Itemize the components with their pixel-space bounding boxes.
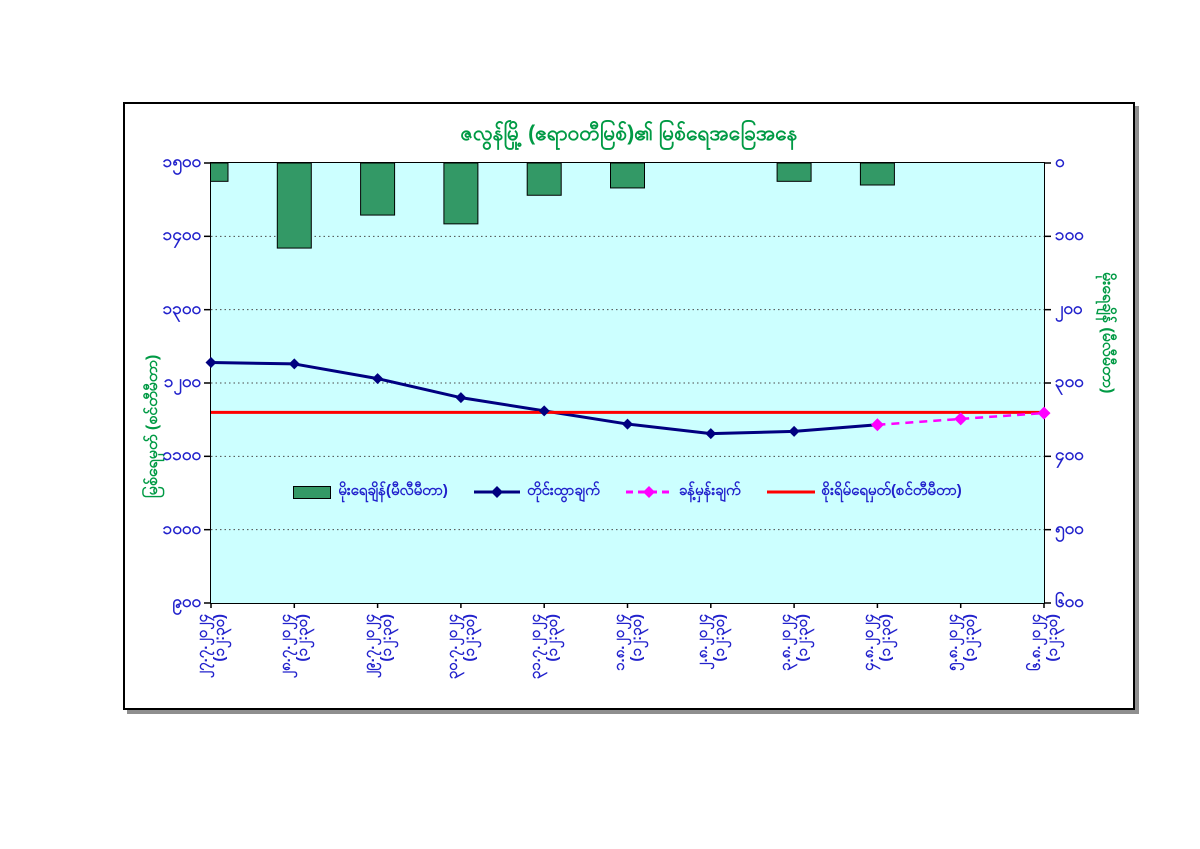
x-tick-label-text: ၁.၈.၂၀၂၄ (၁၂:၃၀) bbox=[610, 614, 645, 671]
plot-area: မိုးရေချိန်(မီလီမီတာ) တိုင်းထွာချက် ခန့်… bbox=[204, 162, 1051, 608]
legend-label-rainfall: မိုးရေချိန်(မီလီမီတာ) bbox=[338, 482, 448, 499]
y-left-tick-label: ၁၂၀၀ bbox=[163, 372, 201, 391]
rain-bars bbox=[211, 163, 895, 249]
legend-marker-forecast bbox=[642, 486, 655, 498]
legend-label-forecast: ခန့်မှန်းချက် bbox=[678, 482, 741, 499]
y-right-tick-label: ၂၀၀ bbox=[1055, 298, 1083, 318]
legend: မိုးရေချိန်(မီလီမီတာ) တိုင်းထွာချက် ခန့်… bbox=[211, 481, 1044, 503]
rain-bar bbox=[776, 163, 812, 182]
chart-frame: ဇလွန်မြို့ (ဧရာဝတီမြစ်)၏ မြစ်ရေအခြေအနေ မ… bbox=[123, 102, 1135, 710]
rain-bar bbox=[610, 163, 645, 189]
x-tick-label-text: ၂.၈.၂၀၂၄ (၁၂:၃၀) bbox=[693, 614, 728, 670]
rain-bar bbox=[526, 163, 562, 196]
observed-marker bbox=[538, 405, 550, 417]
x-tick-label-text: ၅.၈.၂၀၂၄ (၁၂:၃၀) bbox=[943, 614, 978, 671]
chart-title: ဇလွန်မြို့ (ဧရာဝတီမြစ်)၏ မြစ်ရေအခြေအနေ bbox=[460, 122, 798, 145]
forecast-marker bbox=[954, 412, 968, 426]
observed-marker bbox=[455, 392, 467, 404]
legend-item-rainfall: မိုးရေချိန်(မီလီမီတာ) bbox=[293, 481, 448, 503]
rain-bar bbox=[443, 163, 479, 225]
legend-item-forecast: ခန့်မှန်းချက် bbox=[625, 481, 741, 503]
rain-bar-swatch-icon bbox=[293, 485, 332, 499]
forecast-marker bbox=[870, 418, 884, 432]
y-right-tick-label: ၅၀၀ bbox=[1055, 518, 1084, 538]
y-left-tick-label: ၁၅၀၀ bbox=[162, 152, 201, 171]
legend-label-danger: စိုးရိမ်ရေမှတ်(စင်တီမီတာ) bbox=[821, 482, 962, 499]
x-tick-label-text: ၆.၈.၂၀၂၄ (၁၂:၃၀) bbox=[1027, 614, 1061, 671]
y-left-tick-label: ၉၀၀ bbox=[172, 592, 201, 611]
y-left-tick-label: ၁၃၀၀ bbox=[162, 298, 201, 318]
y-right-tick-label: ၄၀၀ bbox=[1055, 445, 1084, 465]
plot-canvas bbox=[204, 162, 1051, 608]
legend-item-danger: စိုးရိမ်ရေမှတ်(စင်တီမီတာ) bbox=[766, 481, 962, 503]
y-right-tick-label: ၃၀၀ bbox=[1055, 372, 1084, 391]
observed-marker bbox=[288, 358, 300, 370]
rain-bar bbox=[859, 163, 895, 186]
observed-marker bbox=[622, 418, 633, 430]
x-tick-label-text: ၃၁.၇.၂၀၂၄ (၁၂:၃၀) bbox=[527, 614, 562, 680]
x-tick-label-text: ၂၇.၇.၂၀၂၄ (၁၂:၃၀) bbox=[194, 614, 228, 679]
y-right-tick-label: ၆၀၀ bbox=[1055, 592, 1084, 611]
y-axis-right-labels: ၀၁၀၀၂၀၀၃၀၀၄၀၀၅၀၀၆၀၀ bbox=[1055, 104, 1131, 708]
observed-marker bbox=[205, 356, 217, 368]
y-right-tick-label: ၀ bbox=[1055, 152, 1065, 171]
x-tick-label-text: ၂၉.၇.၂၀၂၄ (၁၂:၃၀) bbox=[360, 614, 395, 679]
y-right-tick-label: ၁၀၀ bbox=[1055, 225, 1084, 245]
legend-marker-observed bbox=[490, 486, 503, 498]
x-tick-label-text: ၃၀.၇.၂၀၂၄ (၁၂:၃၀) bbox=[443, 614, 478, 680]
observed-marker bbox=[788, 425, 800, 437]
legend-item-observed: တိုင်းထွာချက် bbox=[473, 481, 600, 503]
y-left-tick-label: ၁၄၀၀ bbox=[162, 225, 201, 245]
observed-marker bbox=[705, 428, 717, 440]
observed-marker bbox=[372, 373, 384, 385]
y-axis-left-labels: ၁၅၀၀၁၄၀၀၁၃၀၀၁၂၀၀၁၁၀၀၁၀၀၀၉၀၀ bbox=[125, 104, 201, 708]
observed-line bbox=[210, 360, 878, 436]
x-axis-labels: ၂၇.၇.၂၀၂၄ (၁၂:၃၀) ၂၈.၇.၂၀၂၄ (၁၂:၃၀) ၂၉.၇.၂၀၂… bbox=[194, 608, 1061, 708]
y-left-tick-label: ၁၀၀၀ bbox=[162, 518, 201, 538]
x-tick-label-text: ၂၈.၇.၂၀၂၄ (၁၂:၃၀) bbox=[277, 614, 312, 679]
rain-bar bbox=[276, 163, 312, 249]
x-tick-label-text: ၃.၈.၂၀၂၄ (၁၂:၃၀) bbox=[777, 614, 812, 671]
legend-label-observed: တိုင်းထွာချက် bbox=[526, 482, 600, 499]
rain-bar bbox=[360, 163, 396, 216]
rain-bar bbox=[211, 163, 229, 182]
danger-line-swatch-icon bbox=[766, 490, 815, 494]
observed-line-swatch-icon bbox=[473, 486, 520, 498]
y-left-tick-label: ၁၁၀၀ bbox=[162, 445, 201, 465]
forecast-line-swatch-icon bbox=[625, 486, 672, 498]
forecast-marker bbox=[1037, 406, 1051, 420]
x-tick-label-text: ၄.၈.၂၀၂၄ (၁၂:၃၀) bbox=[860, 614, 895, 671]
